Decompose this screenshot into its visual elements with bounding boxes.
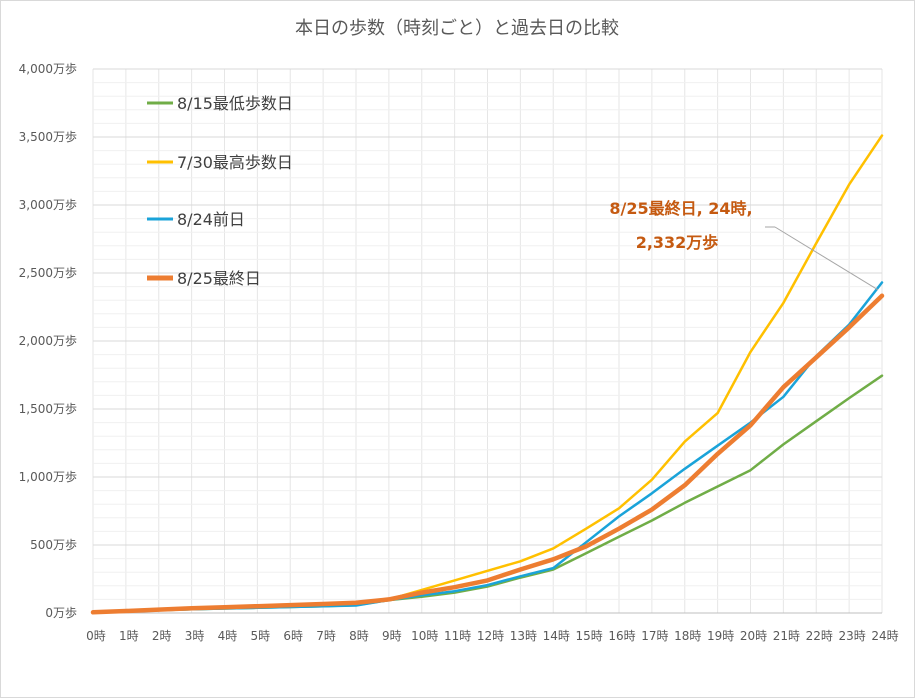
x-tick-label: 22時 xyxy=(806,629,833,643)
legend-label: 8/25最終日 xyxy=(177,269,261,288)
series-lines xyxy=(90,134,885,615)
legend: 8/15最低歩数日 7/30最高歩数日 8/24前日 8/25最終日 xyxy=(147,94,293,288)
x-tick-label: 13時 xyxy=(510,629,537,643)
y-tick-label: 500万歩 xyxy=(30,537,77,552)
x-tick-label: 19時 xyxy=(707,629,734,643)
x-tick-label: 15時 xyxy=(575,629,602,643)
y-tick-label: 3,000万歩 xyxy=(19,197,77,212)
x-tick-label: 3時 xyxy=(185,629,205,643)
x-axis-ticks: 0時 1時 2時 3時 4時 5時 6時 7時 8時 9時 10時 11時 12時 13時 14時 15時 16… xyxy=(86,629,898,643)
x-tick-label: 11時 xyxy=(444,629,471,643)
x-tick-label: 12時 xyxy=(477,629,504,643)
y-tick-label: 3,500万歩 xyxy=(19,129,77,144)
y-tick-label: 0万歩 xyxy=(45,605,77,620)
x-tick-label: 8時 xyxy=(349,629,369,643)
legend-label: 7/30最高歩数日 xyxy=(177,153,293,172)
y-tick-label: 4,000万歩 xyxy=(19,61,77,76)
y-tick-label: 2,500万歩 xyxy=(19,265,77,280)
x-tick-label: 14時 xyxy=(543,629,570,643)
x-tick-label: 17時 xyxy=(641,629,668,643)
x-tick-label: 6時 xyxy=(283,629,303,643)
x-tick-label: 10時 xyxy=(411,629,438,643)
series-line-4 xyxy=(90,293,885,615)
annotation-line1: 8/25最終日, 24時, xyxy=(609,199,752,218)
x-tick-label: 7時 xyxy=(316,629,336,643)
annotation-leader-line-segment xyxy=(774,226,879,291)
x-tick-label: 20時 xyxy=(740,629,767,643)
x-tick-label: 2時 xyxy=(152,629,172,643)
x-tick-label: 16時 xyxy=(608,629,635,643)
x-tick-label: 24時 xyxy=(871,629,898,643)
x-tick-label: 21時 xyxy=(773,629,800,643)
legend-label: 8/24前日 xyxy=(177,210,245,229)
x-tick-label: 23時 xyxy=(838,629,865,643)
x-tick-label: 9時 xyxy=(382,629,402,643)
x-tick-label: 0時 xyxy=(86,629,106,643)
y-tick-label: 1,500万歩 xyxy=(19,401,77,416)
y-tick-label: 1,000万歩 xyxy=(19,469,77,484)
legend-label: 8/15最低歩数日 xyxy=(177,94,293,113)
y-tick-label: 2,000万歩 xyxy=(19,333,77,348)
annotation-line2: 2,332万歩 xyxy=(636,233,719,252)
data-annotation: 8/25最終日, 24時, 2,332万歩 xyxy=(609,199,879,291)
x-tick-label: 4時 xyxy=(218,629,238,643)
chart-title: 本日の歩数（時刻ごと）と過去日の比較 xyxy=(295,18,619,39)
y-axis-ticks: 0万歩 500万歩 1,000万歩 1,500万歩 2,000万歩 2,500万歩 3,00… xyxy=(19,61,77,620)
x-tick-label: 18時 xyxy=(674,629,701,643)
x-tick-label: 5時 xyxy=(251,629,271,643)
x-tick-label: 1時 xyxy=(119,629,139,643)
grid xyxy=(92,68,883,614)
